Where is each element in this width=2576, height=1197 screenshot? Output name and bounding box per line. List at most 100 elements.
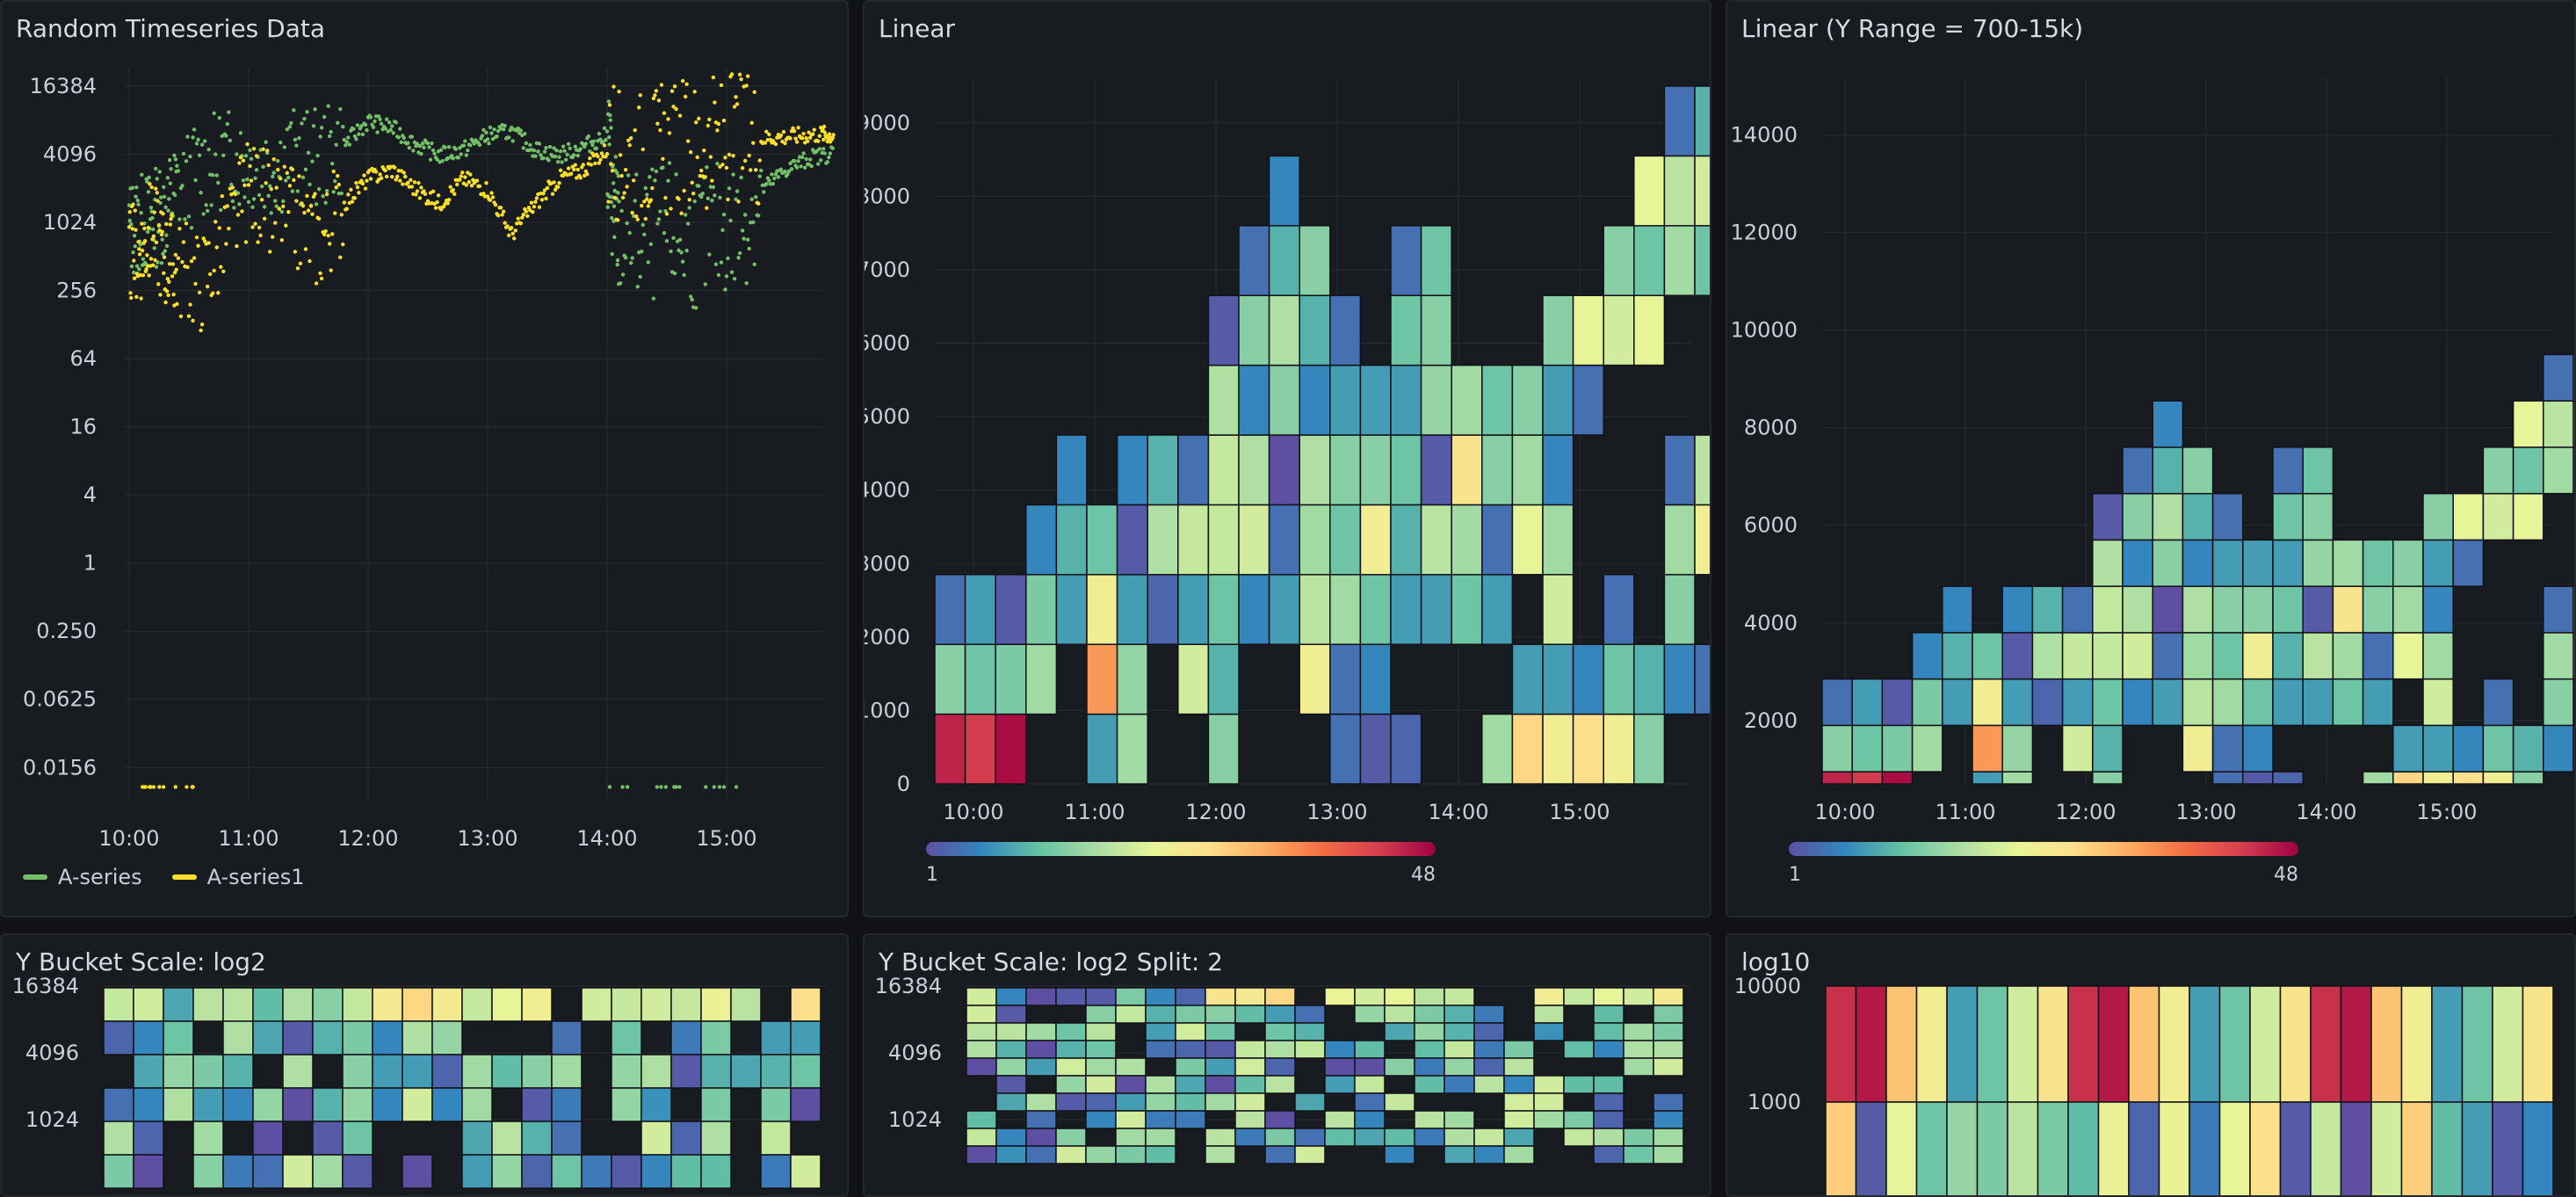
heatmap-cell — [491, 1054, 523, 1089]
heatmap-cell — [1444, 1145, 1475, 1164]
panel-title[interactable]: Linear (Y Range = 700-15k) — [1741, 14, 2084, 43]
data-point — [357, 132, 361, 136]
data-point — [539, 198, 545, 202]
heatmap-cell — [192, 1054, 224, 1089]
data-point — [501, 127, 506, 132]
heatmap-cell — [1511, 434, 1544, 506]
data-point — [658, 209, 662, 214]
heatmap-cell — [1324, 1040, 1356, 1059]
data-point — [776, 175, 781, 179]
heatmap-cell — [282, 987, 314, 1022]
data-point — [394, 178, 398, 182]
data-point — [604, 137, 608, 142]
data-point — [827, 155, 831, 160]
data-point — [329, 268, 333, 272]
heatmap-cell — [1603, 574, 1635, 645]
y-tick-label: 1000 — [865, 698, 910, 722]
data-point — [338, 106, 343, 112]
data-point — [241, 158, 246, 163]
data-point — [721, 118, 727, 123]
heatmap-cell — [1414, 987, 1445, 1006]
data-point — [608, 113, 612, 118]
data-point — [503, 123, 507, 128]
heatmap-cell — [1205, 987, 1236, 1006]
heatmap-cell — [1175, 1075, 1206, 1094]
heatmap-cell — [252, 1087, 284, 1122]
data-point — [188, 302, 192, 307]
data-point — [629, 260, 633, 265]
data-point — [271, 156, 276, 162]
data-point — [533, 154, 538, 158]
heatmap-cell — [1593, 1040, 1624, 1059]
data-point — [250, 205, 255, 209]
data-point — [791, 126, 795, 131]
legend-item-a-series1[interactable]: A-series1 — [171, 865, 305, 889]
data-point — [745, 74, 750, 78]
panel-title[interactable]: Y Bucket Scale: log2 — [16, 947, 266, 976]
data-point — [302, 117, 307, 121]
data-point — [669, 207, 673, 211]
heatmap-cell — [2302, 492, 2334, 541]
heatmap-cell — [2218, 1101, 2251, 1195]
panel-title[interactable]: Random Timeseries Data — [16, 14, 326, 43]
heatmap-cell — [1533, 1092, 1565, 1112]
heatmap-cell — [790, 1054, 821, 1089]
heatmap-cell — [1055, 1057, 1087, 1077]
y-tick-label: 4096 — [25, 1041, 79, 1065]
heatmap-cell — [1175, 1110, 1206, 1129]
data-point — [294, 143, 299, 148]
heatmap-cell — [521, 1054, 553, 1089]
data-point — [659, 83, 664, 87]
data-point — [147, 785, 152, 789]
data-point — [127, 225, 132, 229]
data-point — [128, 291, 133, 295]
panel-linear-range: Linear (Y Range = 700-15k) 2000 4000 6000 8… — [1726, 0, 2576, 918]
data-point — [721, 212, 727, 217]
data-point — [153, 258, 157, 263]
data-point — [789, 167, 794, 171]
data-point — [384, 174, 389, 179]
heatmap-cell — [2522, 1101, 2554, 1195]
heatmap-cell — [1264, 1145, 1296, 1164]
heatmap-cell — [1942, 632, 1973, 680]
heatmap-cell — [252, 1121, 284, 1156]
data-point — [625, 221, 629, 226]
data-point — [596, 154, 600, 159]
heatmap-cell — [2122, 539, 2153, 587]
legend-item-a-series[interactable]: A-series — [23, 865, 142, 889]
data-point — [830, 135, 836, 140]
data-point — [604, 129, 610, 134]
heatmap-cell — [1572, 713, 1604, 785]
data-point — [227, 110, 231, 114]
data-point — [552, 180, 556, 185]
panel-title[interactable]: log10 — [1741, 947, 1811, 976]
heatmap-cell — [2182, 585, 2214, 634]
panel-title[interactable]: Linear — [879, 14, 956, 43]
heatmap-cell — [995, 987, 1027, 1006]
data-point — [131, 202, 135, 207]
data-point — [173, 157, 178, 162]
heatmap-cell — [2182, 539, 2214, 587]
data-point — [510, 226, 514, 230]
data-point — [452, 192, 457, 196]
data-point — [172, 270, 177, 275]
heatmap-cell — [581, 987, 612, 1022]
panel-log2: Y Bucket Scale: log2 16384 4096 1024 — [0, 933, 849, 1197]
data-point — [685, 221, 691, 226]
data-point — [142, 226, 147, 231]
data-point — [196, 137, 200, 142]
panel-title[interactable]: Y Bucket Scale: log2 Split: 2 — [879, 947, 1223, 976]
heatmap-cell — [2249, 985, 2282, 1103]
y-tick-label: 16384 — [30, 74, 97, 98]
data-point — [749, 197, 754, 201]
heatmap-cell — [2370, 985, 2403, 1103]
heatmap-cell — [1663, 574, 1696, 645]
data-point — [284, 223, 288, 228]
data-point — [162, 185, 166, 190]
heatmap-cell — [2067, 985, 2100, 1103]
data-point — [606, 200, 611, 204]
heatmap-cell — [1205, 1092, 1236, 1112]
data-point — [672, 271, 677, 276]
heatmap-cell — [700, 1020, 732, 1056]
